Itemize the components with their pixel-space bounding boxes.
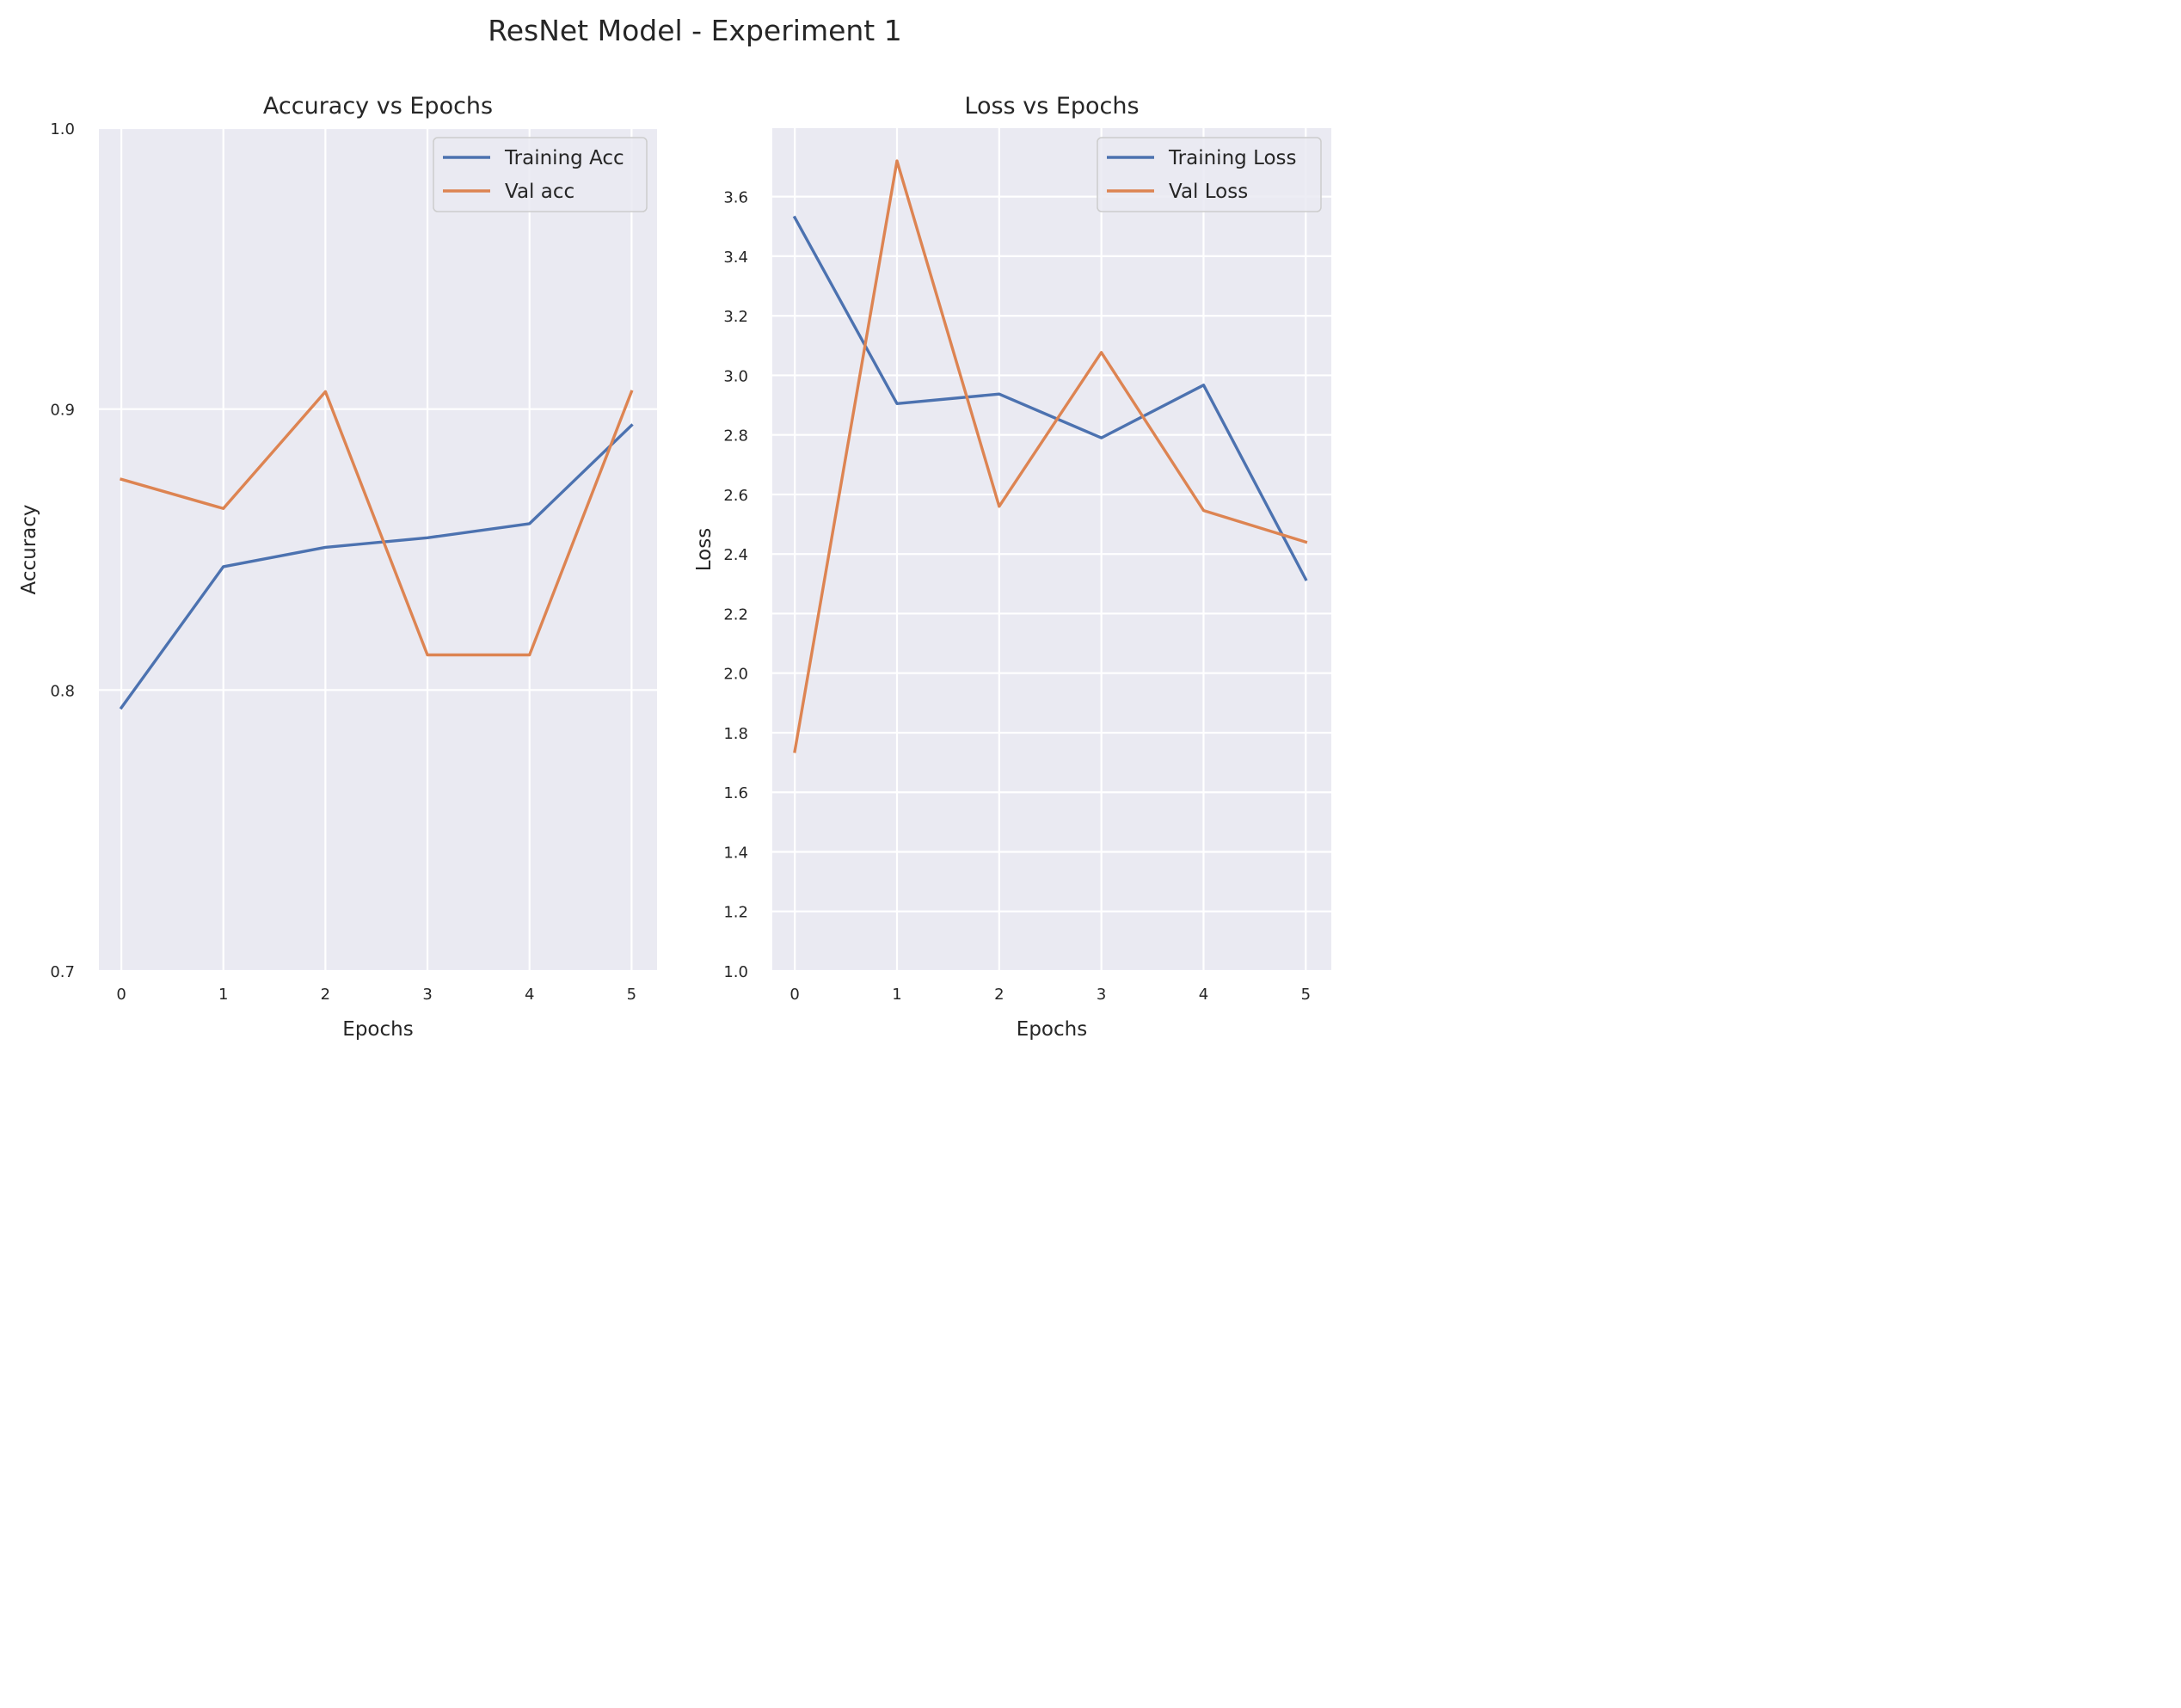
- loss-y-tick-label: 1.4: [723, 844, 748, 862]
- accuracy-y-axis-label: Accuracy: [18, 504, 40, 594]
- loss-y-tick-label: 3.4: [723, 249, 748, 267]
- loss-x-tick-label: 5: [1301, 986, 1311, 1004]
- loss-y-tick-label: 1.0: [723, 963, 748, 981]
- accuracy-legend-label-1: Training Acc: [504, 147, 624, 169]
- loss-x-tick-label: 3: [1097, 986, 1106, 1004]
- loss-legend: Training Loss Val Loss: [1097, 137, 1322, 212]
- accuracy-x-tick-label: 2: [321, 986, 330, 1004]
- accuracy-y-tick-label: 0.9: [50, 402, 75, 420]
- accuracy-chart-title: Accuracy vs Epochs: [263, 93, 493, 120]
- loss-y-tick-label: 2.0: [723, 666, 748, 684]
- loss-series-line-1: [792, 215, 1308, 581]
- loss-y-tick-label: 3.6: [723, 189, 748, 207]
- loss-legend-label-1: Training Loss: [1168, 147, 1297, 169]
- accuracy-y-tick-label: 0.7: [50, 963, 75, 981]
- loss-y-tick-label: 1.6: [723, 784, 748, 802]
- loss-y-tick-label: 2.8: [723, 427, 748, 445]
- accuracy-plot-area: [99, 128, 657, 971]
- loss-x-tick-label: 0: [789, 986, 799, 1004]
- accuracy-x-tick-label: 0: [116, 986, 126, 1004]
- figure: ResNet Model - Experiment 1 0 1 2 3 4 5 0.7 0.8…: [18, 14, 1331, 1041]
- loss-x-tick-label: 1: [892, 986, 901, 1004]
- loss-y-tick-label: 1.2: [723, 904, 748, 922]
- accuracy-x-tick-label: 1: [218, 986, 228, 1004]
- accuracy-x-tick-label: 3: [422, 986, 432, 1004]
- loss-y-tick-label: 2.2: [723, 605, 748, 624]
- loss-series-line-2: [793, 159, 1308, 753]
- accuracy-x-tick-label: 5: [627, 986, 636, 1004]
- accuracy-y-tick-label: 1.0: [50, 120, 75, 138]
- accuracy-panel: 0 1 2 3 4 5 0.7 0.8 0.9 1.0 Accuracy vs Epochs Epoc…: [18, 93, 657, 1041]
- loss-legend-label-2: Val Loss: [1169, 181, 1248, 203]
- accuracy-x-tick-label: 4: [525, 986, 534, 1004]
- loss-y-tick-label: 1.8: [723, 725, 748, 743]
- loss-y-tick-label: 2.4: [723, 546, 748, 564]
- loss-plot-area: [772, 128, 1331, 971]
- loss-chart-title: Loss vs Epochs: [964, 93, 1139, 120]
- loss-y-tick-label: 2.6: [723, 487, 748, 505]
- accuracy-legend-label-2: Val acc: [505, 181, 574, 203]
- accuracy-series-line-1: [119, 423, 634, 710]
- accuracy-x-axis-label: Epochs: [342, 1018, 413, 1041]
- accuracy-series-line-2: [119, 390, 634, 657]
- loss-x-axis-label: Epochs: [1017, 1018, 1087, 1041]
- loss-y-tick-label: 3.2: [723, 308, 748, 326]
- loss-panel: 0 1 2 3 4 5 1.0 1.2 1.4 1.6 1.8 2.0 2.2 2.4 2.6 2.8 3.0 3…: [693, 93, 1331, 1041]
- loss-y-axis-label: Loss: [693, 528, 716, 571]
- accuracy-y-tick-label: 0.8: [50, 682, 75, 700]
- loss-x-tick-label: 2: [994, 986, 1004, 1004]
- loss-y-tick-label: 3.0: [723, 367, 748, 385]
- accuracy-legend: Training Acc Val acc: [433, 137, 648, 212]
- loss-x-tick-label: 4: [1199, 986, 1208, 1004]
- figure-suptitle: ResNet Model - Experiment 1: [488, 14, 901, 47]
